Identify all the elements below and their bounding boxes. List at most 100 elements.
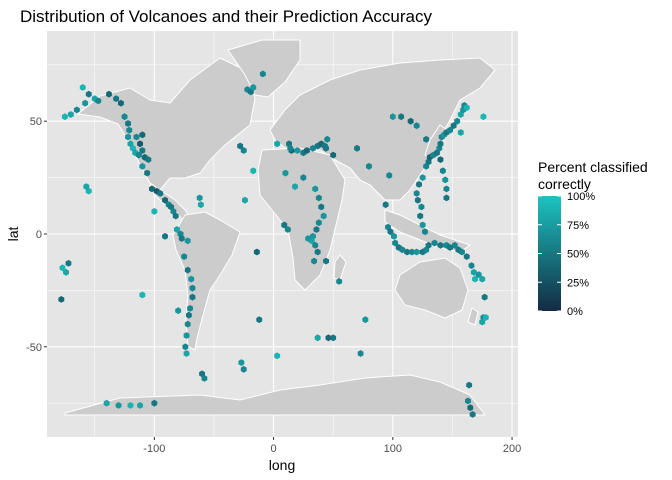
volcano-point-52 [183, 350, 190, 357]
volcano-point-65 [259, 70, 266, 78]
volcano-point-173 [479, 275, 486, 283]
volcano-point-78 [310, 144, 316, 152]
volcano-point-160 [443, 194, 450, 202]
volcano-point-150 [454, 117, 461, 125]
volcano-point-87 [300, 174, 307, 181]
land-australia [394, 257, 469, 319]
legend-label: 50% [567, 249, 589, 261]
volcano-point-1 [85, 90, 92, 98]
volcano-point-2 [82, 99, 89, 107]
volcano-point-124 [404, 248, 411, 256]
volcano-point-178 [480, 113, 487, 121]
volcano-point-186 [127, 402, 134, 409]
volcano-point-68 [250, 167, 257, 175]
volcano-point-83 [323, 144, 329, 152]
volcano-point-104 [314, 334, 321, 342]
legend-title-line-1: Percent classified [538, 159, 648, 175]
volcano-point-168 [463, 253, 470, 260]
volcano-point-46 [189, 293, 196, 301]
volcano-point-158 [442, 176, 449, 184]
volcano-point-47 [187, 305, 193, 312]
volcano-point-59 [238, 359, 245, 366]
volcano-point-60 [240, 365, 247, 373]
volcano-point-64 [250, 84, 257, 91]
volcano-point-74 [287, 144, 294, 152]
volcano-point-177 [481, 293, 488, 301]
volcano-point-21 [137, 140, 143, 148]
volcano-point-53 [175, 307, 182, 315]
legend-title-line-2: correctly [538, 176, 591, 192]
volcano-point-105 [325, 334, 332, 342]
land-madagascar [333, 254, 347, 281]
volcano-point-115 [413, 122, 420, 130]
volcano-point-135 [413, 190, 420, 197]
land-africa [257, 147, 346, 291]
volcano-point-22 [139, 131, 146, 139]
volcano-point-131 [419, 221, 426, 229]
y-axis: -50 0 50 [26, 116, 47, 354]
chart-title: Distribution of Volcanoes and their Pred… [20, 7, 433, 26]
volcano-point-175 [479, 318, 486, 326]
volcano-point-89 [315, 194, 322, 202]
volcano-point-129 [425, 241, 432, 249]
volcano-point-33 [170, 208, 177, 215]
volcano-point-77 [304, 147, 310, 154]
volcano-point-193 [466, 381, 473, 389]
legend-ticks: 100% 75% 50% 25% 0% [538, 191, 595, 318]
legend-label: 75% [567, 220, 589, 232]
y-axis-title: lat [5, 227, 21, 242]
volcano-point-92 [315, 219, 322, 227]
volcano-point-148 [447, 126, 453, 134]
volcano-point-90 [318, 203, 325, 211]
volcano-point-25 [139, 162, 146, 170]
legend-label: 0% [567, 306, 583, 318]
volcano-point-66 [237, 142, 244, 150]
volcano-point-45 [189, 284, 196, 292]
volcano-point-188 [151, 399, 158, 407]
volcano-point-70 [253, 248, 260, 256]
volcano-point-162 [437, 241, 444, 249]
volcano-point-42 [181, 253, 188, 260]
volcano-point-34 [172, 212, 179, 220]
x-tick-label: 0 [270, 443, 276, 455]
y-tick-label: 50 [30, 116, 42, 128]
volcano-point-130 [422, 228, 428, 236]
x-tick-label: 200 [503, 443, 521, 455]
volcano-point-154 [463, 104, 470, 112]
volcano-point-30 [162, 196, 168, 204]
volcano-point-36 [196, 194, 203, 202]
volcano-point-3 [73, 106, 80, 114]
x-tick-label: -100 [143, 443, 165, 455]
volcano-point-176 [482, 314, 489, 321]
volcano-point-82 [324, 135, 331, 143]
volcano-point-179 [457, 129, 464, 136]
volcano-point-111 [366, 162, 372, 170]
volcano-points [58, 70, 489, 418]
volcano-point-67 [240, 147, 247, 154]
volcano-point-107 [357, 350, 364, 357]
volcano-point-39 [83, 183, 90, 190]
y-tick-label: 0 [36, 229, 42, 241]
volcano-point-61 [256, 316, 263, 324]
volcano-point-119 [387, 228, 394, 236]
volcano-point-181 [63, 268, 69, 276]
volcano-point-117 [382, 201, 389, 209]
volcano-point-37 [197, 201, 204, 209]
volcano-point-10 [118, 99, 124, 107]
volcano-point-113 [398, 113, 405, 121]
volcano-point-120 [391, 232, 397, 240]
volcano-point-183 [58, 296, 65, 303]
volcano-point-155 [423, 135, 430, 143]
x-axis: -100 0 100 200 [143, 437, 521, 455]
volcano-point-0 [79, 84, 86, 91]
legend-label: 100% [567, 191, 595, 203]
volcano-point-18 [135, 151, 142, 159]
volcano-point-134 [414, 196, 421, 204]
volcano-point-144 [437, 140, 444, 148]
volcano-point-24 [145, 156, 152, 163]
volcano-point-149 [450, 122, 457, 130]
volcano-point-12 [125, 120, 131, 127]
volcano-point-13 [126, 126, 133, 134]
volcano-point-93 [313, 226, 320, 233]
